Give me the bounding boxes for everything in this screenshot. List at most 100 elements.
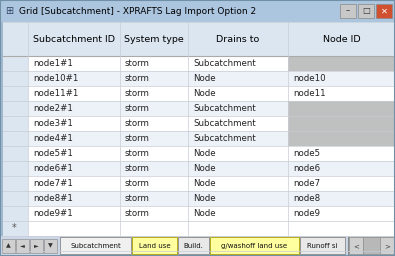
Bar (349, 237, 394, 254)
Text: storm: storm (125, 74, 150, 83)
Text: Runoff si: Runoff si (307, 243, 338, 249)
Text: Subcatchment: Subcatchment (70, 243, 121, 249)
Bar (30, 239, 43, 253)
Text: Node: Node (193, 89, 216, 98)
Text: node2#1: node2#1 (33, 104, 73, 113)
Bar (288, 56, 395, 71)
Text: Subcatchment ID: Subcatchment ID (33, 35, 115, 44)
Text: System type: System type (124, 35, 184, 44)
Text: ◄: ◄ (20, 243, 25, 249)
Bar (0, 176, 395, 191)
Bar (16, 239, 29, 253)
Bar (0, 146, 395, 161)
Bar (0, 131, 28, 146)
Text: storm: storm (125, 104, 150, 113)
Bar (300, 237, 345, 254)
Bar (0, 161, 395, 176)
Text: node5: node5 (293, 149, 320, 158)
Text: node5#1: node5#1 (33, 149, 73, 158)
Bar (0, 56, 28, 71)
Text: Subcatchment: Subcatchment (193, 59, 256, 68)
Bar (0, 86, 28, 101)
Text: □: □ (362, 6, 370, 16)
Text: –: – (346, 6, 350, 16)
Text: node10#1: node10#1 (33, 74, 78, 83)
Text: g/washoff land use: g/washoff land use (222, 243, 288, 249)
Text: storm: storm (125, 119, 150, 128)
Text: ✕: ✕ (380, 6, 387, 16)
Bar (0, 191, 28, 206)
Text: storm: storm (125, 59, 150, 68)
Bar (0, 206, 395, 221)
Text: node3#1: node3#1 (33, 119, 73, 128)
Text: node11: node11 (293, 89, 325, 98)
Text: ⊞: ⊞ (5, 6, 13, 16)
Bar (0, 116, 395, 131)
Text: node7#1: node7#1 (33, 179, 73, 188)
Bar (288, 101, 395, 116)
Bar (0, 221, 395, 236)
Text: Grid [Subcatchment] - XPRAFTS Lag Import Option 2: Grid [Subcatchment] - XPRAFTS Lag Import… (19, 6, 256, 16)
Bar (0, 131, 395, 146)
Text: node1#1: node1#1 (33, 59, 73, 68)
Bar (358, 4, 374, 18)
Text: node10: node10 (293, 74, 325, 83)
Bar (0, 22, 395, 56)
Bar (0, 206, 28, 221)
Text: Node: Node (193, 194, 216, 203)
Bar (132, 237, 177, 254)
Text: node9#1: node9#1 (33, 209, 73, 218)
Text: Land use: Land use (139, 243, 170, 249)
Text: storm: storm (125, 149, 150, 158)
Bar (0, 86, 395, 101)
Text: storm: storm (125, 89, 150, 98)
Text: node7: node7 (293, 179, 320, 188)
Text: Subcatchment: Subcatchment (193, 134, 256, 143)
Text: node4#1: node4#1 (33, 134, 73, 143)
Bar (0, 0, 395, 22)
Text: node8#1: node8#1 (33, 194, 73, 203)
Text: Subcatchment: Subcatchment (193, 119, 256, 128)
Text: Node: Node (193, 209, 216, 218)
Bar (349, 237, 363, 254)
Bar (376, 4, 392, 18)
Text: storm: storm (125, 179, 150, 188)
Text: node6: node6 (293, 164, 320, 173)
Bar (0, 22, 3, 236)
Text: Build.: Build. (184, 243, 203, 249)
Text: node6#1: node6#1 (33, 164, 73, 173)
Bar (2, 239, 15, 253)
Bar (0, 146, 28, 161)
Text: Subcatchment: Subcatchment (193, 104, 256, 113)
Bar (0, 161, 28, 176)
Bar (0, 71, 395, 86)
Bar (380, 237, 394, 254)
Bar (340, 4, 356, 18)
Bar (60, 237, 131, 254)
Bar (210, 237, 299, 254)
Text: Node: Node (193, 164, 216, 173)
Text: <: < (353, 243, 359, 249)
Bar (0, 22, 395, 236)
Bar (0, 71, 28, 86)
Text: node11#1: node11#1 (33, 89, 78, 98)
Text: node8: node8 (293, 194, 320, 203)
Text: Node: Node (193, 74, 216, 83)
Text: Node ID: Node ID (323, 35, 360, 44)
Bar (178, 237, 209, 254)
Text: storm: storm (125, 194, 150, 203)
Text: *: * (11, 223, 16, 233)
Text: Node: Node (193, 149, 216, 158)
Bar (288, 116, 395, 131)
Text: Drains to: Drains to (216, 35, 260, 44)
Text: storm: storm (125, 164, 150, 173)
Bar (0, 176, 28, 191)
Text: node9: node9 (293, 209, 320, 218)
Bar (288, 131, 395, 146)
Text: >: > (384, 243, 390, 249)
Text: ►: ► (34, 243, 39, 249)
Bar (44, 239, 57, 253)
Bar (363, 237, 388, 254)
Bar (0, 101, 395, 116)
Bar (0, 221, 28, 236)
